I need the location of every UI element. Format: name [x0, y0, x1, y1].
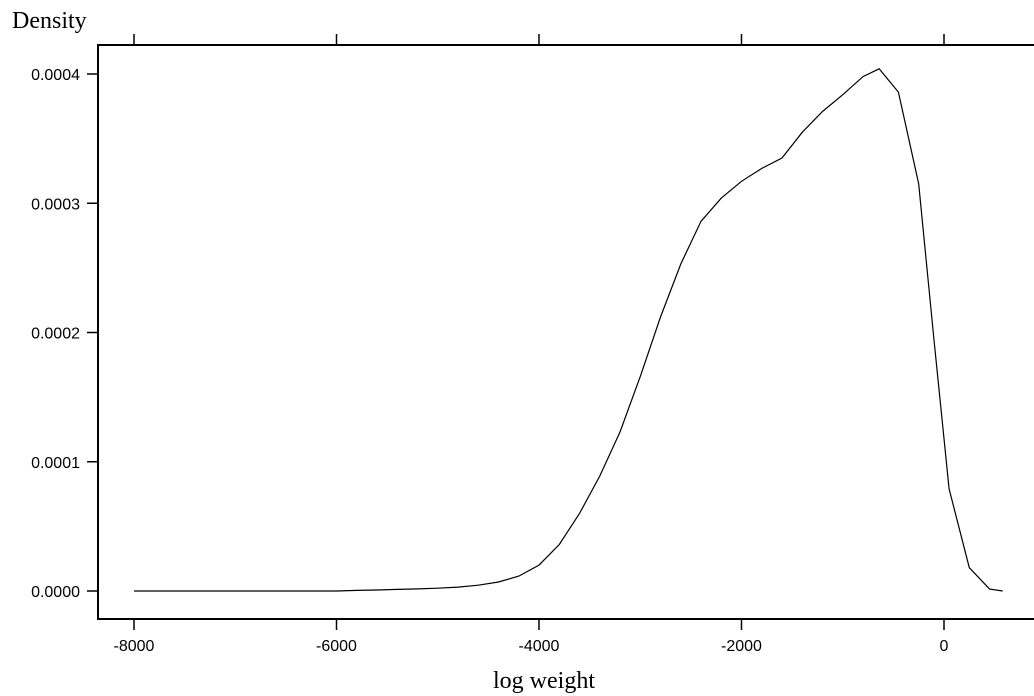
density-curve — [134, 68, 1003, 592]
y-tick-label: 0.0002 — [31, 326, 80, 343]
plot-frame — [97, 44, 1034, 620]
y-tick-label: 0.0004 — [31, 67, 80, 84]
x-axis-ticks: -8000 -6000 -4000 -2000 0 — [114, 619, 949, 655]
x-tick-label: 0 — [940, 638, 949, 655]
y-tick-label: 0.0003 — [31, 196, 80, 213]
x-tick-label: -8000 — [114, 638, 155, 655]
y-tick-label: 0.0000 — [31, 584, 80, 601]
x-tick-label: -6000 — [316, 638, 357, 655]
y-axis-title: Density — [12, 8, 87, 34]
x-axis-title: log weight — [493, 668, 595, 694]
x-tick-label: -4000 — [519, 638, 560, 655]
x-tick-label: -2000 — [721, 638, 762, 655]
y-tick-label: 0.0001 — [31, 455, 80, 472]
y-axis-ticks: 0.0000 0.0001 0.0002 0.0003 0.0004 — [31, 67, 98, 601]
x-axis-top-ticks — [133, 34, 945, 45]
